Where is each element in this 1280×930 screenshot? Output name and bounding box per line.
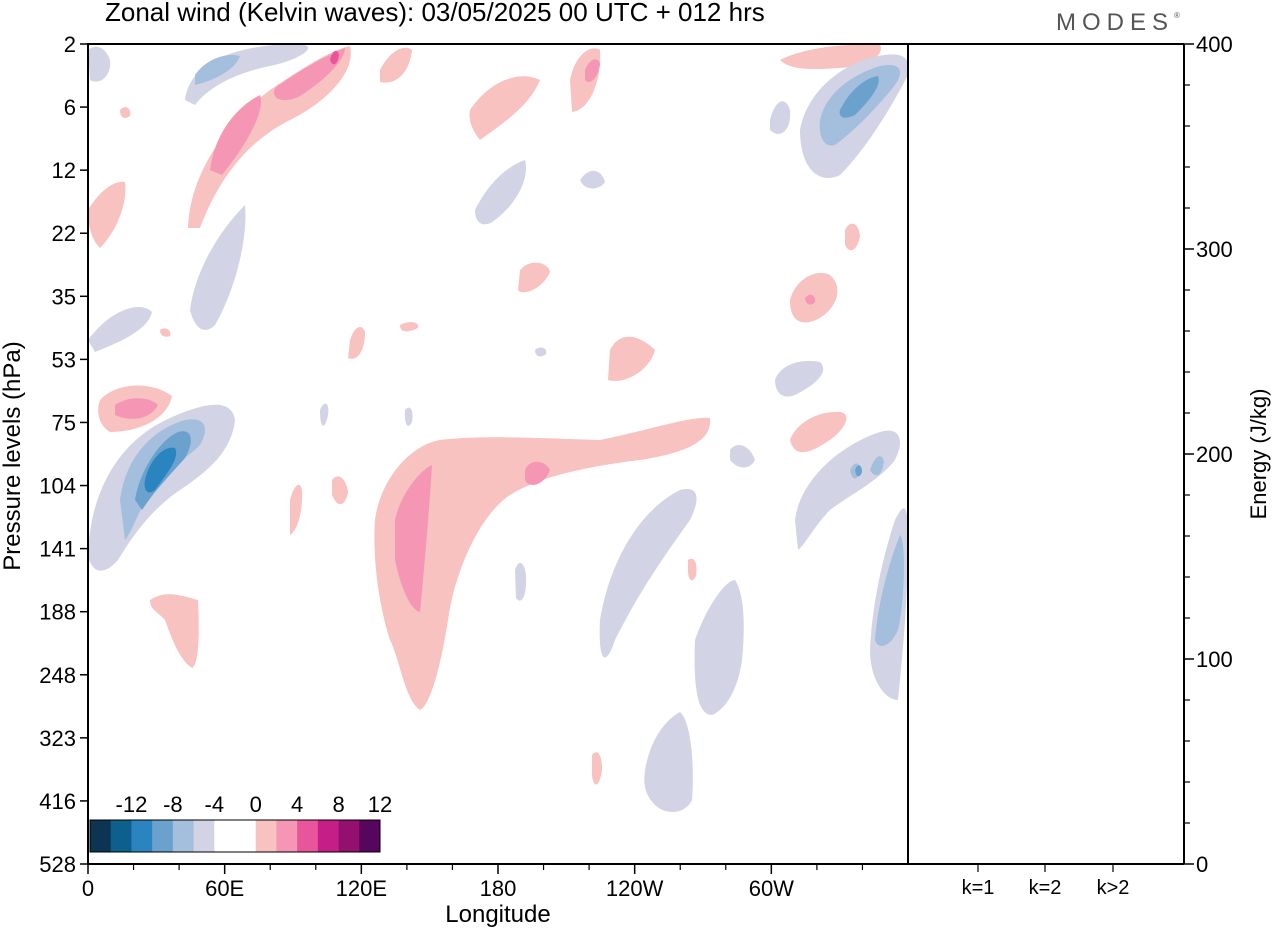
y-tick-label: 141 [39,537,76,562]
y-tick-label: 6 [64,95,76,120]
colorbar-swatch [297,820,319,852]
x-tick-label: 60E [205,876,244,901]
energy-category-label: k=2 [1029,877,1062,899]
energy-bar [1091,863,1135,865]
colorbar-swatch [255,820,277,852]
energy-axis: 0 100 200 300 400 [1184,32,1233,877]
contour-field [88,44,908,812]
colorbar-swatch [359,820,381,852]
energy-category-label: k=1 [962,877,995,899]
y-tick-label: 35 [52,284,76,309]
colorbar-frame [89,819,381,853]
y-axis-label: Pressure levels (hPa) [0,341,26,570]
colorbar-swatch [172,820,195,852]
colorbar: -12 -8 -4 0 4 8 12 [89,792,392,853]
y-axis: 2 6 12 22 35 53 75 104 141 188 248 323 416 528 [39,32,88,877]
brand-mark: ® [1174,11,1180,20]
brand-name: MODES [1056,9,1175,36]
colorbar-swatch [317,820,340,852]
x-tick-label: 60W [749,876,794,901]
x-tick-label: 120W [606,876,664,901]
colorbar-label: 0 [250,792,262,817]
y-tick-label: 12 [52,158,76,183]
colorbar-label: -4 [205,792,225,817]
colorbar-label: 8 [332,792,344,817]
colorbar-swatch [235,820,257,852]
colorbar-swatch [276,820,298,852]
brand-logo: MODES® [1056,9,1180,37]
energy-tick-label: 200 [1196,442,1233,467]
colorbar-label: 4 [291,792,303,817]
chart-title: Zonal wind (Kelvin waves): 03/05/2025 00… [105,0,765,27]
energy-axis-label: Energy (J/kg) [1246,389,1271,520]
x-axis-label: Longitude [445,901,550,928]
x-tick-label: 0 [82,876,94,901]
positive-anomaly-cores [115,48,816,612]
y-tick-label: 188 [39,600,76,625]
colorbar-label: -12 [116,792,148,817]
y-tick-label: 2 [64,32,76,57]
colorbar-label: 12 [368,792,392,817]
colorbar-swatch [90,820,112,852]
colorbar-swatch [131,820,153,852]
y-tick-label: 323 [39,726,76,751]
energy-tick-label: 400 [1196,32,1233,57]
positive-anomaly-peaks [330,50,339,65]
y-tick-label: 104 [39,474,76,499]
energy-tick-label: 300 [1196,237,1233,262]
y-tick-label: 53 [52,347,76,372]
energy-category-label: k>2 [1097,877,1130,899]
energy-bar [956,863,1000,865]
colorbar-label: -8 [163,792,183,817]
y-tick-label: 75 [52,410,76,435]
x-tick-label: 120E [336,876,387,901]
y-tick-label: 416 [39,789,76,814]
x-tick-label: 180 [480,876,517,901]
energy-tick-label: 0 [1196,852,1208,877]
energy-panel: 0 100 200 300 400 k=1 k=2 k>2 Energy (J/kg) [908,32,1271,899]
y-tick-label: 248 [39,663,76,688]
energy-bars: k=1 k=2 k>2 [956,863,1135,899]
energy-tick-label: 100 [1196,647,1233,672]
negative-anomaly-peaks [144,447,177,493]
x-axis: 0 60E 120E 180 120W 60W [82,864,864,901]
colorbar-swatch [152,820,174,852]
colorbar-swatch [193,820,215,852]
y-tick-label: 22 [52,221,76,246]
colorbar-swatch [338,820,360,852]
y-tick-label: 528 [39,852,76,877]
colorbar-swatch [110,820,132,852]
colorbar-swatch [214,820,236,852]
